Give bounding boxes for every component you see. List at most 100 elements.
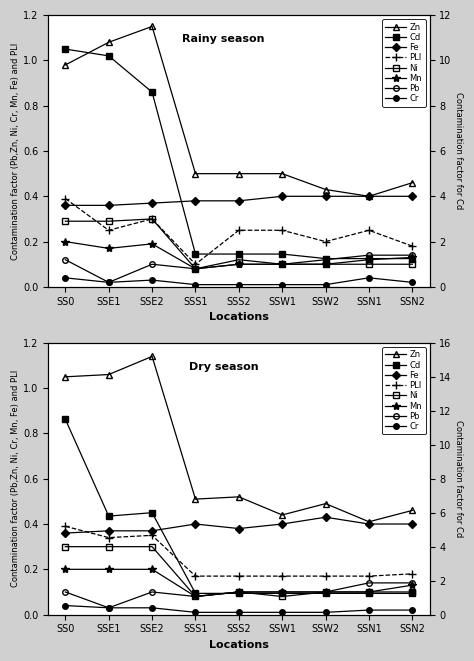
Ni: [279, 592, 285, 600]
Pb: [366, 579, 372, 587]
PLI: [149, 531, 155, 539]
X-axis label: Locations: Locations: [209, 312, 269, 322]
Pb: [149, 588, 155, 596]
Pb: [192, 592, 198, 600]
Ni: [106, 217, 111, 225]
Cd: [149, 88, 155, 96]
Y-axis label: Contamination factor (Pb,Zn, Ni, Cr, Mn, Fe) and PLI: Contamination factor (Pb,Zn, Ni, Cr, Mn,…: [11, 370, 20, 588]
Cd: [236, 250, 242, 258]
PLI: [323, 572, 328, 580]
Zn: [410, 506, 415, 514]
Fe: [279, 520, 285, 528]
Cr: [236, 608, 242, 616]
Ni: [149, 215, 155, 223]
Line: Cd: Cd: [63, 46, 415, 261]
Cd: [106, 52, 111, 60]
Pb: [410, 251, 415, 259]
Ni: [366, 260, 372, 268]
Cd: [323, 590, 328, 598]
Cr: [410, 606, 415, 614]
Cd: [149, 509, 155, 517]
Cr: [366, 606, 372, 614]
Ni: [236, 256, 242, 264]
Pb: [410, 579, 415, 587]
PLI: [63, 522, 68, 530]
Mn: [192, 265, 198, 273]
PLI: [192, 572, 198, 580]
Ni: [410, 260, 415, 268]
Cr: [192, 608, 198, 616]
Ni: [192, 265, 198, 273]
PLI: [192, 260, 198, 268]
Line: Cr: Cr: [63, 275, 415, 288]
Fe: [192, 520, 198, 528]
Line: Cr: Cr: [63, 603, 415, 615]
PLI: [236, 572, 242, 580]
Mn: [410, 253, 415, 261]
Cd: [410, 254, 415, 262]
Cr: [366, 274, 372, 282]
Ni: [366, 588, 372, 596]
Zn: [410, 178, 415, 186]
Cd: [106, 512, 111, 520]
PLI: [366, 226, 372, 234]
Cr: [63, 274, 68, 282]
Mn: [323, 588, 328, 596]
Fe: [63, 529, 68, 537]
Zn: [63, 61, 68, 69]
Cd: [366, 254, 372, 262]
Zn: [236, 493, 242, 501]
Cr: [149, 604, 155, 612]
Ni: [63, 217, 68, 225]
PLI: [106, 533, 111, 541]
Legend: Zn, Cd, Fe, PLI, Ni, Mn, Pb, Cr: Zn, Cd, Fe, PLI, Ni, Mn, Pb, Cr: [382, 347, 426, 434]
Line: Pb: Pb: [63, 253, 415, 285]
Cr: [149, 276, 155, 284]
Zn: [63, 373, 68, 381]
Pb: [106, 604, 111, 612]
Fe: [323, 192, 328, 200]
Cd: [279, 250, 285, 258]
Ni: [63, 543, 68, 551]
Line: Ni: Ni: [63, 216, 415, 272]
Legend: Zn, Cd, Fe, PLI, Ni, Mn, Pb, Cr: Zn, Cd, Fe, PLI, Ni, Mn, Pb, Cr: [382, 19, 426, 106]
X-axis label: Locations: Locations: [209, 640, 269, 650]
Line: PLI: PLI: [61, 194, 417, 268]
Ni: [192, 592, 198, 600]
Zn: [366, 192, 372, 200]
Cr: [192, 281, 198, 289]
PLI: [410, 242, 415, 250]
PLI: [410, 570, 415, 578]
Cr: [236, 281, 242, 289]
Fe: [106, 527, 111, 535]
Cr: [279, 608, 285, 616]
Cd: [192, 590, 198, 598]
Fe: [366, 192, 372, 200]
Cd: [410, 590, 415, 598]
Cd: [366, 590, 372, 598]
Mn: [106, 245, 111, 253]
Cr: [106, 278, 111, 286]
Cd: [192, 250, 198, 258]
Text: Rainy season: Rainy season: [182, 34, 265, 44]
Zn: [106, 371, 111, 379]
Pb: [236, 260, 242, 268]
Y-axis label: Contamination factor for Cd: Contamination factor for Cd: [454, 420, 463, 537]
Mn: [192, 592, 198, 600]
Mn: [149, 565, 155, 573]
Line: Cd: Cd: [63, 416, 415, 596]
Line: Mn: Mn: [61, 565, 417, 601]
PLI: [366, 572, 372, 580]
Pb: [63, 256, 68, 264]
Pb: [106, 278, 111, 286]
Cr: [323, 608, 328, 616]
PLI: [63, 194, 68, 202]
Y-axis label: Contamination factor for Cd: Contamination factor for Cd: [454, 93, 463, 210]
Pb: [323, 256, 328, 264]
Cr: [410, 278, 415, 286]
Mn: [323, 260, 328, 268]
Ni: [106, 543, 111, 551]
Line: Mn: Mn: [61, 237, 417, 273]
Cd: [63, 415, 68, 423]
Ni: [149, 543, 155, 551]
